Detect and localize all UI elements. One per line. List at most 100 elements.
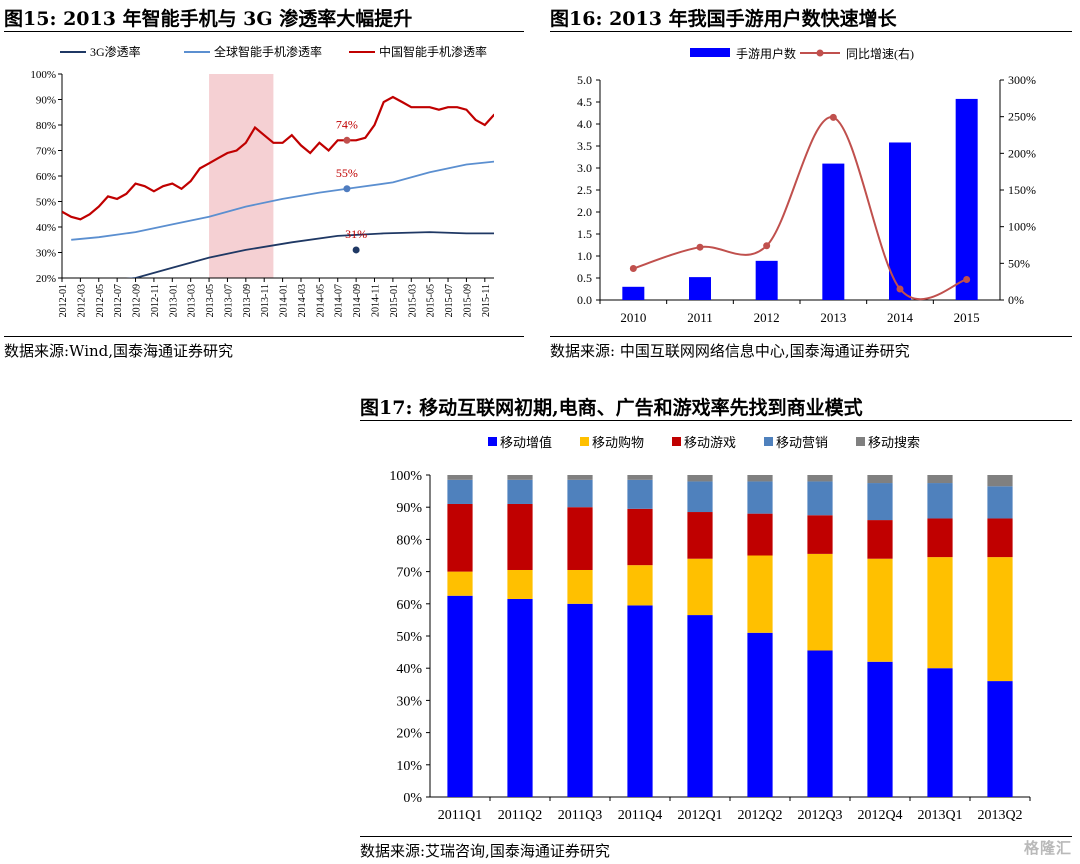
bar-segment	[447, 571, 473, 596]
y2-tick-label: 0%	[1008, 293, 1024, 307]
bar-segment	[627, 565, 653, 606]
x-tick-label: 2013-11	[260, 284, 271, 317]
growth-point	[829, 113, 837, 121]
x-tick-label: 2014-03	[297, 284, 308, 317]
growth-point	[696, 243, 704, 251]
bar-segment	[747, 632, 773, 797]
y-tick-label: 40%	[396, 662, 422, 677]
y-tick-label: 5.0	[577, 73, 592, 87]
bar-segment	[567, 475, 593, 480]
y-tick-label: 100%	[30, 69, 56, 81]
x-tick-label: 2012-09	[132, 284, 143, 317]
y2-tick-label: 150%	[1008, 183, 1036, 197]
fig17-source: 数据来源:艾瑞咨询,国泰海通证券研究	[360, 842, 610, 860]
y-tick-label: 0.5	[577, 271, 592, 285]
legend-swatch-bar	[690, 48, 730, 57]
bar-segment	[987, 681, 1013, 797]
bar-segment	[867, 661, 893, 797]
bar-segment	[507, 479, 533, 504]
growth-line	[633, 116, 967, 301]
x-tick-label: 2014-07	[334, 284, 345, 317]
y-tick-label: 3.5	[577, 139, 592, 153]
x-tick-label: 2012-07	[113, 284, 124, 317]
y-tick-label: 0%	[403, 791, 422, 806]
x-tick-label: 2012-05	[95, 284, 106, 317]
bar-segment	[747, 513, 773, 556]
x-tick-label: 2012	[754, 310, 780, 325]
y-tick-label: 4.5	[577, 95, 592, 109]
x-tick-label: 2012Q2	[737, 808, 782, 823]
x-tick-label: 2013	[820, 310, 846, 325]
annotation-label: 31%	[345, 227, 367, 241]
bar-segment	[507, 503, 533, 570]
y-tick-label: 70%	[396, 566, 422, 581]
bar-segment	[447, 595, 473, 797]
y2-tick-label: 100%	[1008, 220, 1036, 234]
bar-segment	[807, 553, 833, 651]
bar-segment	[687, 558, 713, 616]
bar-segment	[627, 479, 653, 509]
annotation-marker	[343, 136, 351, 144]
fig15-title-rule	[4, 31, 524, 32]
bar-segment	[747, 475, 773, 482]
y-tick-label: 100%	[389, 469, 422, 484]
legend-label: 全球智能手机渗透率	[214, 44, 322, 59]
fig17-chart: 0% 10% 20% 30% 40% 50% 60% 70% 80% 90% 100% 2011Q1 2…	[389, 435, 1031, 823]
growth-point	[963, 275, 971, 283]
legend-label: 移动游戏	[684, 435, 736, 450]
legend-swatch-dot	[816, 49, 824, 57]
bar-segment	[987, 557, 1013, 682]
x-tick-label: 2014-05	[315, 284, 326, 317]
annotation-label: 55%	[336, 166, 358, 180]
bar-users	[822, 163, 845, 300]
growth-point	[763, 242, 771, 250]
x-tick-label: 2011Q2	[498, 808, 543, 823]
bar-segment	[627, 605, 653, 797]
annotation-marker	[343, 185, 351, 193]
bar-segment	[567, 507, 593, 570]
x-tick-label: 2014-01	[279, 284, 290, 317]
y-tick-label: 20%	[36, 273, 56, 285]
bar-segment	[627, 508, 653, 566]
fig16-source-rule	[550, 336, 1072, 337]
y-tick-label: 80%	[36, 120, 56, 132]
x-tick-label: 2012Q1	[677, 808, 722, 823]
bar-users	[689, 277, 711, 300]
growth-point	[629, 264, 637, 272]
fig15-chart: 20% 30% 40% 50% 60% 70% 80% 90% 100% 2012-01 2012-…	[30, 44, 494, 317]
fig15-source-rule	[4, 336, 524, 337]
bar-segment	[747, 555, 773, 633]
growth-point	[896, 285, 904, 293]
fig16-source: 数据来源: 中国互联网网络信息中心,国泰海通证券研究	[550, 342, 910, 360]
bar-segment	[807, 515, 833, 554]
y-tick-label: 50%	[36, 197, 56, 209]
bar-segment	[867, 520, 893, 559]
y-tick-label: 20%	[396, 727, 422, 742]
x-tick-label: 2015-01	[389, 284, 400, 317]
bar-segment	[687, 512, 713, 559]
x-tick-label: 2015-09	[462, 284, 473, 317]
y-tick-label: 90%	[36, 95, 56, 107]
x-tick-label: 2014	[887, 310, 914, 325]
bar-segment	[447, 475, 473, 480]
bar-segment	[687, 481, 713, 513]
legend-label: 3G渗透率	[90, 44, 141, 59]
bar-segment	[747, 481, 773, 514]
bar-segment	[447, 479, 473, 504]
series-line-3	[62, 95, 494, 221]
y-tick-label: 30%	[396, 694, 422, 709]
bar-segment	[807, 650, 833, 797]
y-tick-label: 0.0	[577, 293, 592, 307]
legend-label: 手游用户数	[736, 46, 796, 61]
legend-swatch	[580, 437, 589, 446]
x-tick-label: 2012-03	[76, 284, 87, 317]
series-line-2	[71, 160, 494, 241]
x-tick-label: 2013-07	[223, 284, 234, 317]
y-tick-label: 60%	[36, 171, 56, 183]
bar-segment	[687, 475, 713, 482]
bar-segment	[867, 475, 893, 484]
fig16-chart: 0.0 0.5 1.0 1.5 2.0 2.5 3.0 3.5 4.0 4.5 5.0 0% 50% 10…	[577, 46, 1036, 325]
y-tick-label: 2.5	[577, 183, 592, 197]
bar-segment	[507, 475, 533, 480]
y-tick-label: 1.5	[577, 227, 592, 241]
